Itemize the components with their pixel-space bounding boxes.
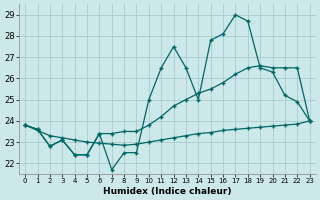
X-axis label: Humidex (Indice chaleur): Humidex (Indice chaleur)	[103, 187, 232, 196]
